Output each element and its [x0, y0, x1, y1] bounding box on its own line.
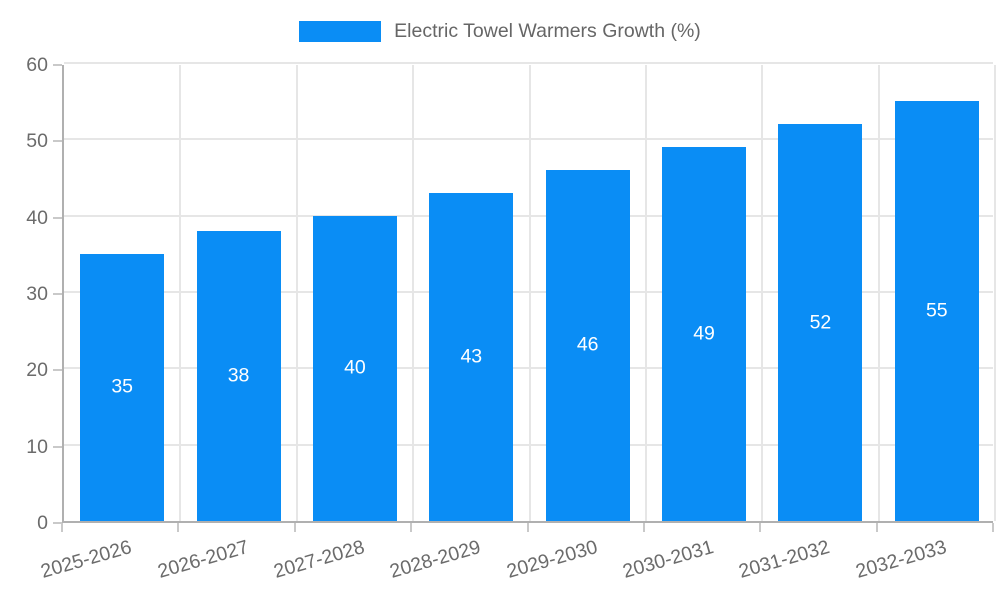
y-tick-label: 30	[26, 283, 48, 305]
bar-value-label: 55	[925, 299, 948, 322]
x-tick-label: 2029-2030	[504, 536, 600, 583]
bar-value-label: 35	[111, 375, 134, 398]
x-tick-mark	[642, 523, 645, 532]
x-tick-label: 2027-2028	[271, 536, 368, 583]
legend-swatch	[299, 21, 382, 42]
bar: 40	[312, 215, 397, 521]
bar: 49	[662, 146, 747, 521]
bar: 43	[429, 192, 514, 521]
y-tick-mark	[53, 369, 62, 372]
x-tick-label: 2025-2026	[38, 536, 135, 583]
gridline-vertical	[877, 65, 880, 521]
bar-value-label: 49	[693, 322, 715, 345]
y-tick-mark	[53, 216, 62, 219]
bar: 38	[196, 230, 281, 521]
bar: 55	[894, 101, 979, 521]
bar: 52	[778, 124, 863, 521]
y-tick-mark	[53, 64, 62, 66]
y-tick-mark	[53, 522, 62, 524]
x-tick-label: 2032-2033	[853, 536, 949, 583]
y-tick-label: 10	[26, 435, 48, 458]
x-tick-mark	[875, 523, 878, 532]
x-tick-label: 2028-2029	[387, 536, 484, 583]
bar-value-label: 38	[227, 364, 250, 387]
y-tick-label: 50	[26, 130, 48, 153]
y-tick-mark	[53, 140, 62, 143]
legend[interactable]: Electric Towel Warmers Growth (%)	[0, 20, 1000, 43]
legend-label: Electric Towel Warmers Growth (%)	[394, 20, 701, 42]
y-tick-mark	[53, 293, 62, 295]
x-tick-label: 2026-2027	[154, 536, 251, 583]
x-tick-label: 2030-2031	[620, 536, 717, 583]
bar-value-label: 43	[460, 345, 483, 368]
bar-value-label: 46	[576, 333, 599, 356]
x-tick-mark	[992, 523, 994, 532]
x-tick-label: 2031-2032	[736, 536, 833, 583]
bar-value-label: 52	[809, 311, 832, 334]
gridline-vertical	[528, 65, 531, 521]
gridline-vertical	[295, 65, 298, 521]
gridline-vertical	[412, 65, 415, 521]
bar: 46	[545, 169, 630, 521]
gridline-vertical	[761, 65, 764, 521]
x-tick-mark	[293, 523, 296, 532]
gridline-vertical	[179, 65, 182, 521]
x-tick-mark	[61, 523, 63, 532]
y-tick-label: 60	[26, 54, 48, 76]
gridline-vertical	[644, 65, 647, 521]
x-tick-mark	[526, 523, 529, 532]
gridline-vertical	[994, 65, 996, 521]
x-tick-mark	[410, 523, 413, 532]
x-tick-mark	[759, 523, 762, 532]
y-tick-label: 20	[26, 359, 48, 382]
x-tick-mark	[177, 523, 180, 532]
y-tick-label: 0	[37, 512, 48, 534]
bar-value-label: 40	[344, 356, 366, 379]
gridline-horizontal	[64, 62, 993, 64]
y-tick-mark	[53, 445, 62, 448]
bar: 35	[80, 253, 165, 521]
y-tick-label: 40	[26, 206, 48, 229]
plot-area: 35 38 40 43 46 49 52 55	[62, 62, 996, 523]
